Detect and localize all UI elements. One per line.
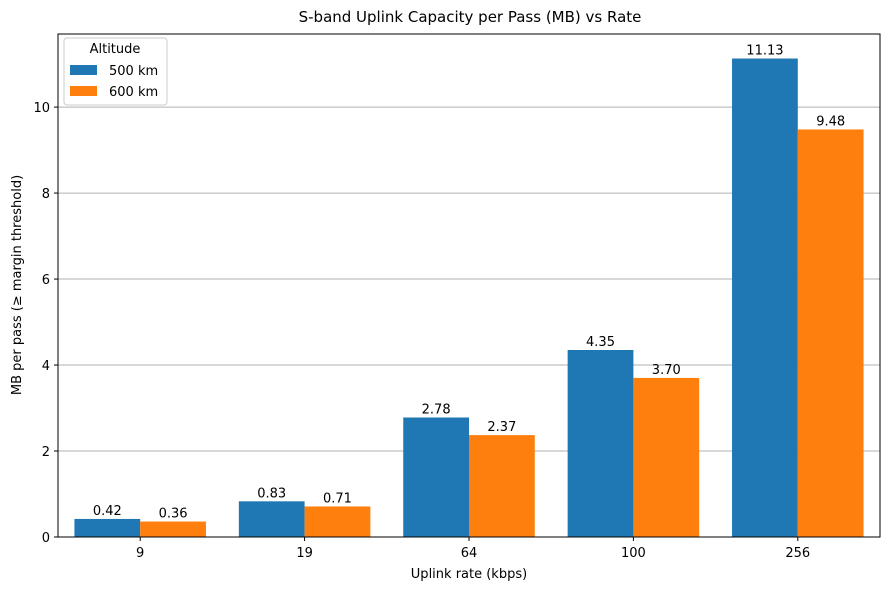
data-label: 0.83: [257, 486, 286, 501]
y-tick-label: 2: [42, 445, 50, 460]
data-label: 0.36: [159, 507, 188, 522]
data-label: 0.42: [93, 504, 122, 519]
legend-label-600km: 600 km: [109, 85, 158, 100]
bar-600km-256: [797, 129, 864, 537]
data-labels-group: 0.42 0.36 0.83 0.71 2.78 2.37 4.35 3.70 11.13 9.4…: [93, 44, 845, 522]
x-tick-label: 256: [785, 546, 810, 561]
x-axis: 9 19 64 100 256: [136, 537, 810, 561]
legend-title: Altitude: [90, 42, 141, 57]
legend-swatch-600km: [70, 86, 97, 96]
y-tick-label: 4: [42, 359, 50, 374]
bar-500km-100: [567, 349, 634, 537]
y-tick-label: 6: [42, 273, 50, 288]
x-tick-label: 64: [461, 546, 478, 561]
legend-label-500km: 500 km: [109, 64, 158, 79]
x-tick-label: 9: [136, 546, 144, 561]
bar-600km-64: [469, 435, 535, 537]
y-tick-label: 0: [42, 531, 50, 546]
bar-600km-19: [304, 506, 371, 537]
bar-500km-64: [403, 417, 469, 537]
data-label: 2.78: [422, 402, 451, 417]
chart-title: S-band Uplink Capacity per Pass (MB) vs …: [299, 8, 642, 26]
bar-600km-9: [140, 521, 206, 537]
bar-600km-100: [633, 377, 700, 537]
bar-500km-19: [238, 501, 305, 537]
x-axis-title: Uplink rate (kbps): [411, 567, 527, 582]
bars-group: [74, 58, 864, 537]
y-axis-title: MB per pass (≥ margin threshold): [10, 175, 25, 395]
legend: Altitude 500 km 600 km: [63, 37, 168, 106]
x-tick-label: 100: [621, 546, 646, 561]
y-tick-label: 8: [42, 187, 50, 202]
bar-500km-9: [74, 518, 141, 537]
y-axis: 0 2 4 6 8 10: [33, 101, 58, 546]
data-label: 11.13: [746, 44, 783, 59]
data-label: 9.48: [816, 114, 845, 129]
bar-500km-256: [732, 58, 798, 537]
x-tick-label: 19: [296, 546, 313, 561]
y-tick-label: 10: [33, 101, 50, 116]
data-label: 0.71: [323, 491, 352, 506]
data-label: 4.35: [586, 335, 615, 350]
legend-swatch-500km: [70, 65, 97, 75]
data-label: 2.37: [487, 420, 516, 435]
data-label: 3.70: [652, 363, 681, 378]
